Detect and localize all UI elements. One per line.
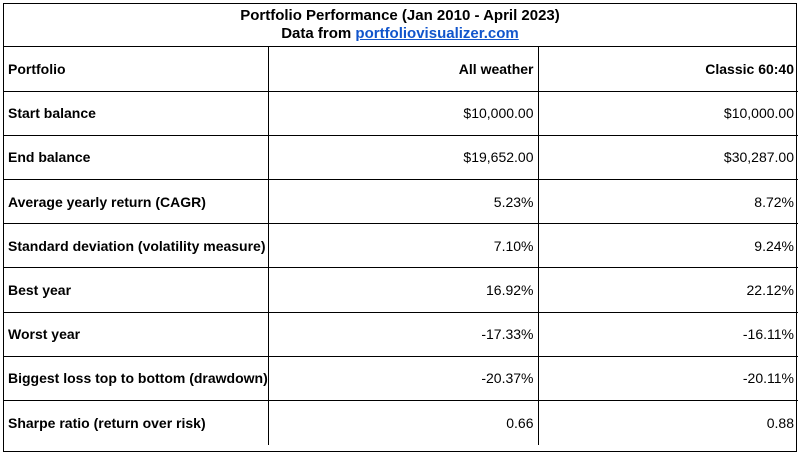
- column-header-portfolio: Portfolio: [4, 47, 269, 92]
- row-label: Sharpe ratio (return over risk): [4, 399, 269, 445]
- page-title: Portfolio Performance (Jan 2010 - April …: [240, 7, 560, 24]
- classic-value: 0.88: [537, 399, 798, 445]
- classic-value: $30,287.00: [537, 134, 798, 181]
- all-weather-value: 0.66: [267, 399, 539, 445]
- all-weather-value: 16.92%: [267, 267, 539, 313]
- source-line: Data from portfoliovisualizer.com: [4, 25, 796, 43]
- classic-value: 9.24%: [537, 223, 798, 269]
- table-row: Worst year -17.33% -16.11%: [4, 311, 798, 357]
- all-weather-value: 5.23%: [267, 179, 539, 225]
- row-label: Start balance: [4, 90, 269, 136]
- classic-value: -20.11%: [537, 355, 798, 402]
- all-weather-value: -17.33%: [267, 311, 539, 357]
- table-header: Portfolio Performance (Jan 2010 - April …: [4, 4, 796, 47]
- source-link[interactable]: portfoliovisualizer.com: [355, 25, 519, 42]
- classic-value: 8.72%: [537, 179, 798, 225]
- table-row: End balance $19,652.00 $30,287.00: [4, 134, 798, 181]
- table-row: Standard deviation (volatility measure) …: [4, 223, 798, 269]
- table-row: Best year 16.92% 22.12%: [4, 267, 798, 313]
- source-prefix: Data from: [281, 25, 356, 42]
- all-weather-value: $19,652.00: [267, 134, 539, 181]
- column-header-all-weather: All weather: [267, 47, 539, 92]
- all-weather-value: -20.37%: [267, 355, 539, 402]
- row-label: End balance: [4, 134, 269, 181]
- classic-value: $10,000.00: [537, 90, 798, 136]
- row-label: Standard deviation (volatility measure): [4, 223, 269, 269]
- row-label: Worst year: [4, 311, 269, 357]
- column-header-row: Portfolio All weather Classic 60:40: [4, 47, 798, 92]
- row-label: Biggest loss top to bottom (drawdown): [4, 355, 269, 402]
- performance-table: Portfolio All weather Classic 60:40 Star…: [4, 47, 798, 445]
- table-row: Average yearly return (CAGR) 5.23% 8.72%: [4, 179, 798, 225]
- column-header-classic: Classic 60:40: [537, 47, 798, 92]
- classic-value: 22.12%: [537, 267, 798, 313]
- row-label: Best year: [4, 267, 269, 313]
- table-row: Start balance $10,000.00 $10,000.00: [4, 90, 798, 136]
- table-row: Sharpe ratio (return over risk) 0.66 0.8…: [4, 399, 798, 445]
- table-row: Biggest loss top to bottom (drawdown) -2…: [4, 355, 798, 402]
- all-weather-value: 7.10%: [267, 223, 539, 269]
- classic-value: -16.11%: [537, 311, 798, 357]
- performance-table-sheet: Portfolio Performance (Jan 2010 - April …: [3, 3, 798, 452]
- row-label: Average yearly return (CAGR): [4, 179, 269, 225]
- all-weather-value: $10,000.00: [267, 90, 539, 136]
